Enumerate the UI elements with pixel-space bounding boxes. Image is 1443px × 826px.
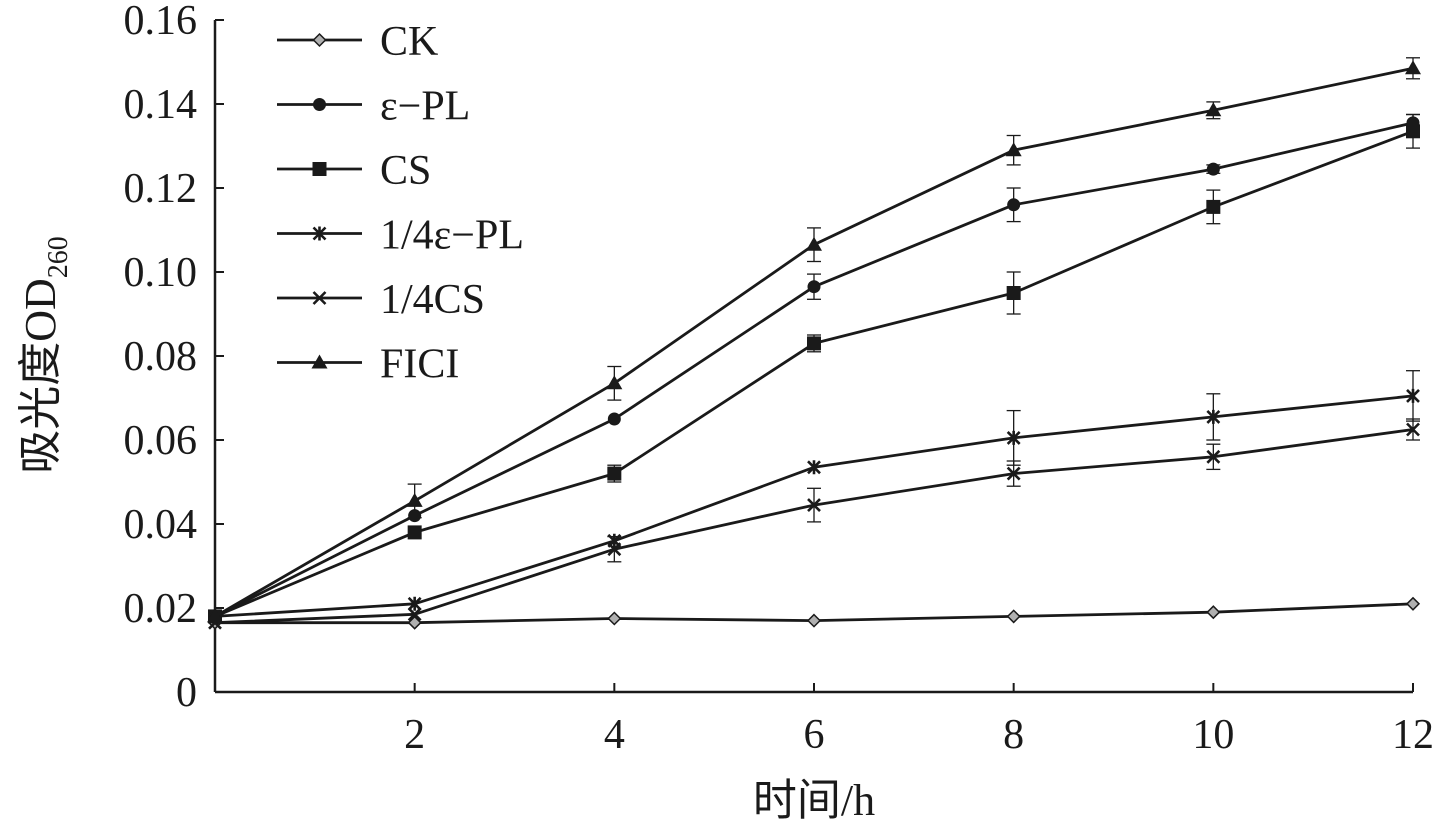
data-point [1206, 449, 1221, 464]
data-point [1206, 605, 1221, 620]
x-tick-label: 2 [404, 712, 425, 758]
legend-label: 1/4CS [380, 277, 485, 323]
data-point [1005, 142, 1022, 157]
data-point [807, 460, 821, 475]
legend-marker [311, 354, 328, 369]
legend-item: CK [277, 19, 438, 65]
data-point [806, 236, 822, 251]
data-point [1406, 124, 1420, 139]
y-tick-label: 0 [176, 670, 197, 716]
data-point [1405, 596, 1421, 611]
y-tick-label: 0.12 [124, 166, 198, 212]
data-point [1406, 422, 1420, 437]
data-point [1006, 609, 1021, 624]
series-5 [207, 57, 1421, 623]
data-point [407, 596, 422, 611]
data-point [607, 611, 622, 626]
data-point [1206, 409, 1221, 424]
y-axis-title-main: 吸光度OD [16, 278, 65, 474]
data-point [606, 375, 623, 390]
legend: CK ε−PL CS 1/4ε−PL 1/4CS FICI [277, 19, 524, 388]
x-tick-label: 8 [1003, 712, 1024, 758]
legend-item: 1/4CS [277, 277, 485, 323]
x-tick-label: 4 [604, 712, 625, 758]
data-point [406, 492, 423, 507]
axis-ticks: 0 0.02 0.04 0.06 0.08 0.10 0.12 0.14 0.16 2 4 6 8 10 1… [124, 0, 1435, 758]
x-axis-title: 时间/h [753, 776, 875, 825]
y-tick-label: 0.10 [124, 250, 198, 296]
legend-marker [312, 162, 327, 176]
data-point [607, 542, 622, 557]
data-point [1206, 162, 1220, 176]
y-axis-title: 吸光度OD260 [16, 236, 74, 474]
data-point [207, 608, 223, 623]
legend-marker [312, 291, 327, 305]
x-tick-label: 10 [1192, 712, 1234, 758]
series-3 [208, 370, 1420, 624]
data-point [806, 613, 822, 628]
legend-label: CS [380, 148, 431, 194]
data-point [807, 280, 821, 294]
legend-label: CK [380, 19, 438, 65]
legend-marker [312, 32, 327, 48]
data-point [1406, 388, 1420, 403]
legend-item: ε−PL [277, 84, 470, 130]
data-point [407, 615, 422, 630]
legend-label: ε−PL [380, 84, 470, 130]
y-tick-label: 0.14 [124, 82, 198, 128]
data-point [407, 525, 422, 540]
y-tick-label: 0.16 [124, 0, 198, 44]
y-tick-label: 0.02 [124, 586, 198, 632]
legend-label: 1/4ε−PL [380, 213, 524, 259]
data-point [1205, 102, 1222, 117]
data-point [407, 607, 422, 622]
y-tick-label: 0.08 [124, 334, 198, 380]
series-0 [207, 596, 1421, 630]
series-4 [208, 418, 1420, 630]
data-point [807, 336, 821, 351]
data-point [607, 466, 622, 481]
data-point [1007, 198, 1021, 212]
data-point [1206, 199, 1221, 214]
legend-label: FICI [380, 342, 459, 388]
legend-item: CS [277, 148, 431, 194]
legend-marker [313, 98, 326, 111]
legend-item: 1/4ε−PL [277, 213, 524, 259]
data-point [607, 412, 621, 426]
y-tick-label: 0.06 [124, 418, 198, 464]
series-2 [208, 113, 1420, 624]
legend-item: FICI [277, 342, 459, 388]
data-point [1405, 60, 1421, 75]
y-tick-label: 0.04 [124, 502, 198, 548]
y-axis-title-subscript: 260 [43, 236, 74, 278]
data-point [807, 498, 821, 513]
series-layer [207, 57, 1421, 630]
x-tick-label: 12 [1392, 712, 1434, 758]
data-point [1006, 466, 1021, 481]
legend-marker [312, 226, 327, 241]
data-point [1006, 430, 1021, 445]
x-tick-label: 6 [804, 712, 825, 758]
data-point [1006, 286, 1021, 300]
